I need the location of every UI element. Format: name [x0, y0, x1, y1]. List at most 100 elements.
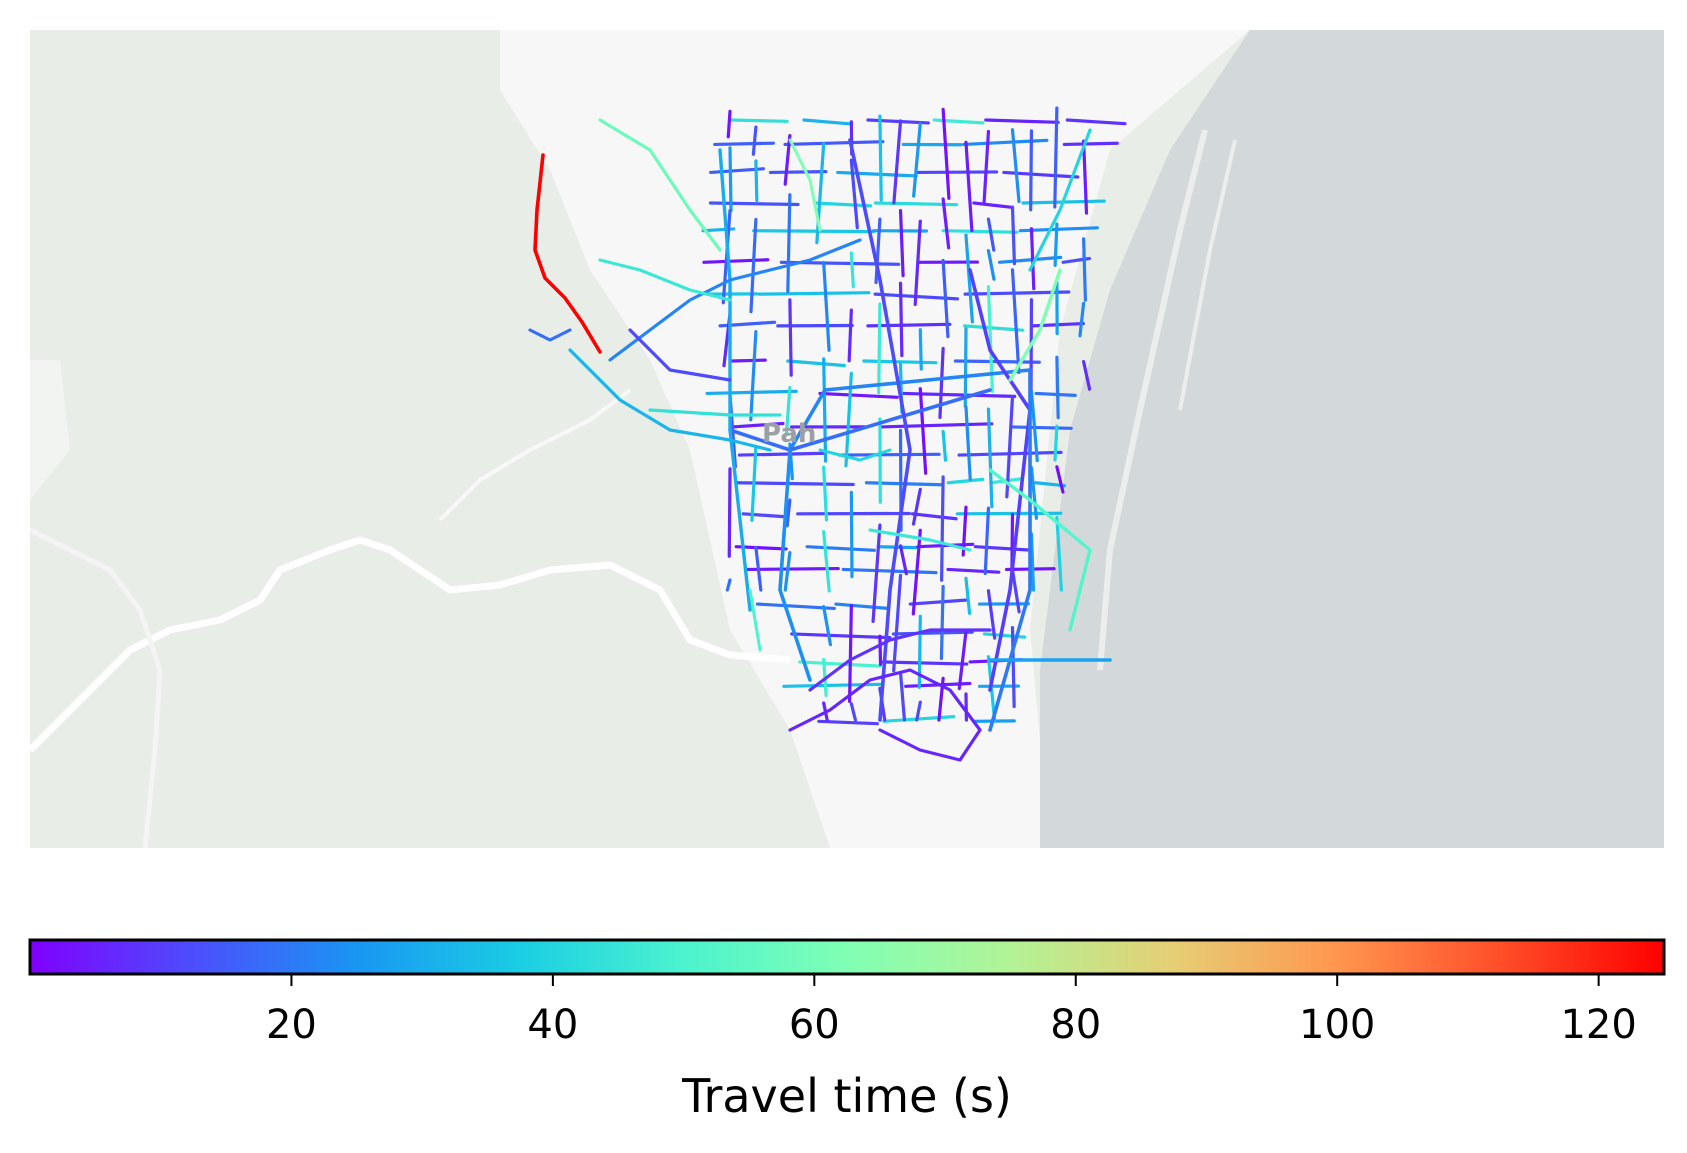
road-segment	[862, 359, 938, 365]
road-segment	[817, 719, 879, 726]
road-segment	[911, 487, 922, 526]
pier	[1178, 139, 1237, 411]
road-segment	[968, 268, 1032, 692]
road-segment	[822, 530, 831, 593]
road-segment	[964, 233, 974, 324]
road-segment	[1008, 268, 1062, 382]
road-segment	[628, 328, 732, 382]
road-segment	[982, 129, 991, 206]
road-segment	[984, 118, 1060, 124]
road-segment	[986, 589, 997, 640]
road-segment	[1082, 359, 1092, 391]
road-segment	[757, 291, 871, 296]
colorbar-gradient	[28, 938, 1666, 976]
road-segment	[988, 368, 1032, 732]
road-segment	[726, 109, 732, 139]
road-segment	[822, 260, 831, 352]
road-segment	[778, 448, 812, 682]
road-segment	[986, 217, 996, 252]
road-segment	[964, 576, 972, 615]
road-segment	[1082, 237, 1088, 302]
road-segment	[915, 170, 999, 175]
road-segment	[898, 281, 904, 358]
road-segment	[768, 170, 828, 175]
road-segment	[731, 421, 785, 429]
road-segment	[1053, 424, 1059, 462]
road-segment	[727, 467, 732, 558]
road-segment	[728, 146, 733, 213]
road-segment	[818, 391, 899, 399]
road-segment	[608, 238, 862, 362]
road-segment	[748, 588, 762, 652]
road-segment	[1010, 205, 1017, 266]
road-segment	[755, 602, 836, 611]
road-segment	[882, 715, 956, 723]
coast-strip	[30, 360, 70, 500]
road-segment	[849, 158, 859, 230]
road-segment	[1055, 515, 1063, 592]
road-segment	[878, 634, 883, 667]
road-segment	[871, 523, 882, 624]
road-segment	[805, 545, 876, 552]
road-segment	[941, 258, 950, 339]
trail-path	[30, 527, 163, 848]
road-segment	[822, 357, 828, 463]
road-segment	[1029, 389, 1039, 463]
road-segment	[1053, 106, 1059, 209]
colorbar-title: Travel time (s)	[681, 1069, 1012, 1123]
road-segment	[898, 209, 905, 278]
road-segment	[1029, 129, 1034, 212]
road-segment	[1082, 139, 1089, 215]
road-segment	[1005, 395, 1015, 499]
road-segment	[1062, 141, 1119, 147]
colorbar-tick-label: 80	[1050, 1002, 1101, 1048]
road-segment	[941, 197, 951, 250]
road-segment	[790, 632, 892, 640]
road-segment	[788, 668, 982, 762]
road-segment	[877, 302, 882, 395]
basemap: Pah	[30, 30, 1664, 848]
road-segment	[964, 140, 974, 233]
road-segment	[728, 118, 789, 123]
road-segment	[868, 528, 972, 552]
road-segment	[908, 598, 969, 606]
road-segment	[782, 682, 884, 688]
road-segment	[963, 327, 968, 408]
road-segment	[997, 255, 1063, 264]
road-segment	[962, 324, 1025, 332]
road-segment	[783, 133, 792, 186]
road-segment	[892, 573, 903, 673]
road-segment	[788, 368, 1032, 452]
road-segment	[986, 249, 996, 281]
road-segment	[841, 567, 938, 575]
road-segment	[718, 148, 752, 612]
road-segment	[983, 506, 991, 576]
road-segment	[648, 408, 782, 417]
colorbar-tick-label: 120	[1560, 1002, 1636, 1048]
road-segment	[849, 490, 854, 579]
map-panel: Pah	[30, 30, 1664, 848]
road-segment	[808, 628, 992, 692]
road-segment	[847, 308, 853, 363]
road-segment	[1029, 227, 1036, 291]
road-segment	[1034, 391, 1077, 397]
urban-area	[500, 30, 1250, 848]
colorbar-tick-label: 20	[266, 1002, 317, 1048]
road-segment	[939, 584, 945, 661]
road-segment	[598, 118, 722, 252]
road-segment	[918, 328, 923, 371]
road-segment	[784, 385, 792, 436]
road-segment	[1029, 466, 1039, 520]
road-segment	[866, 322, 952, 328]
road-segment	[813, 201, 873, 208]
road-segment	[788, 298, 793, 377]
road-segment	[745, 566, 840, 572]
road-segment	[1009, 425, 1073, 430]
road-segment	[957, 630, 968, 691]
road-segment	[1010, 625, 1016, 709]
road-segment	[915, 700, 922, 722]
road-network	[528, 106, 1127, 762]
road-segment	[725, 578, 732, 592]
road-segment	[1010, 268, 1021, 374]
road-segment	[783, 551, 792, 592]
